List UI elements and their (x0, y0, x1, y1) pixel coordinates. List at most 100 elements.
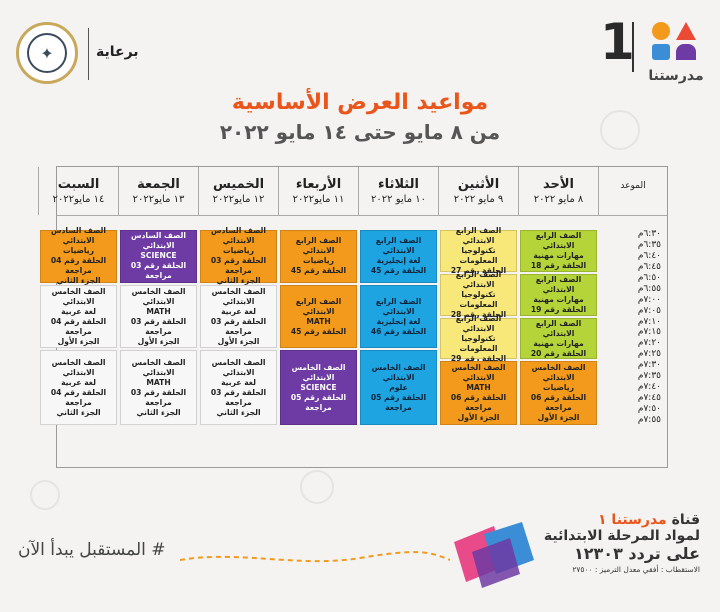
program-card: الصف الخامس الابتدائي علوم الحلقة رقم 05 م… (360, 350, 437, 426)
program-episode: الحلقة رقم 05 مراجعة (370, 392, 427, 412)
program-card: الصف السادس الابتدائي SCIENCE الحلقة رقم 0… (120, 230, 197, 283)
program-card: الصف الخامس الابتدائي لغة عربية الحلقة رقم… (40, 350, 117, 426)
program-episode: الحلقة رقم 19 (530, 304, 587, 314)
program-grade: الصف الرابع الابتدائي (455, 225, 502, 245)
day-name: الأحد (543, 177, 575, 192)
program-episode: الجزء الثاني (56, 276, 101, 286)
program-episode: الجزء الثاني (56, 407, 101, 417)
channel-line-2: لمواد المرحلة الابتدائية (543, 528, 700, 544)
program-grade: الصف الخامس الابتدائي (371, 362, 426, 382)
program-episode: الحلقة رقم 04 مراجعة (50, 316, 107, 336)
program-grade: الصف الرابع الابتدائي (295, 236, 342, 256)
time-slot: ٦:٥٠م (637, 272, 661, 283)
program-episode: الحلقة رقم 06 مراجعة (450, 393, 507, 413)
header-column-divider (278, 167, 279, 215)
program-subject: رياضيات (303, 256, 334, 266)
time-slot: ٦:٥٥م (637, 283, 661, 294)
program-card: الصف الخامس الابتدائي لغة عربية الحلقة رقم… (200, 350, 277, 426)
program-grade: الصف الرابع الابتدائي (455, 313, 502, 333)
program-episode: الحلقة رقم 03 مراجعة (130, 387, 187, 407)
program-card: الصف الخامس الابتدائي SCIENCE الحلقة رقم 0… (280, 350, 357, 426)
program-card: الصف الرابع الابتدائي مهارات مهنية الحلقة … (520, 273, 597, 316)
program-subject: SCIENCE (140, 251, 177, 261)
channel-info: قناة مدرستنا ١ لمواد المرحلة الابتدائية … (520, 512, 700, 574)
program-subject: تكنولوجيا المعلومات (459, 289, 498, 309)
program-card: الصف الرابع الابتدائي تكنولوجيا المعلومات… (440, 226, 517, 275)
page-title: مواعيد العرض الأساسية (231, 90, 489, 115)
program-episode: الحلقة رقم 03 مراجعة (130, 316, 187, 336)
program-grade: الصف الخامس الابتدائي (131, 286, 186, 306)
channel-frequency: على تردد ١٢٣٠٣ (574, 544, 700, 563)
time-slot: ٧:٤٥م (637, 393, 661, 404)
page-subtitle: من ٨ مايو حتى ١٤ مايو ٢٠٢٢ (219, 120, 501, 144)
time-column-header: الموعد (620, 181, 646, 191)
program-episode: الحلقة رقم 20 (530, 348, 587, 358)
time-slot: ٧:٥٠م (637, 404, 661, 414)
header-column-divider (38, 167, 39, 215)
program-episode: الحلقة رقم 45 (370, 266, 427, 276)
day-date: ١٤ مايو٢٠٢٢ (52, 194, 105, 205)
program-grade: الصف الخامس الابتدائي (291, 362, 346, 382)
brand-name: مدرستنا (648, 68, 704, 84)
program-episode: الحلقة رقم 03 مراجعة (130, 261, 187, 281)
program-card: الصف الخامس الابتدائي لغة عربية الحلقة رقم… (200, 284, 277, 349)
program-card: الصف الخامس الابتدائي MATH الحلقة رقم 03 م… (120, 284, 197, 349)
program-subject: MATH (146, 306, 171, 316)
day-header: الأثنين ٩ مايو ٢٠٢٢ (439, 167, 518, 215)
program-grade: الصف الرابع الابتدائي (535, 230, 582, 250)
program-subject: رياضيات (223, 246, 254, 256)
program-subject: مهارات مهنية (533, 338, 584, 348)
background-doodle (30, 480, 60, 510)
program-subject: لغة إنجليزية (376, 256, 421, 266)
background-doodle (300, 470, 334, 504)
program-card: الصف الخامس الابتدائي MATH الحلقة رقم 06 م… (440, 361, 517, 426)
program-grade: الصف الرابع الابتدائي (455, 269, 502, 289)
program-grade: الصف الخامس الابتدائي (211, 357, 266, 377)
program-card: الصف السادس الابتدائي رياضيات الحلقة رقم 0… (40, 226, 117, 286)
program-subject: مهارات مهنية (533, 294, 584, 304)
program-card: الصف الرابع الابتدائي لغة إنجليزية الحلقة … (360, 230, 437, 283)
schedule-table: الموعد الأحد ٨ مايو ٢٠٢٢ الأثنين ٩ مايو ٢٠٢… (38, 166, 668, 468)
program-card: الصف الرابع الابتدائي لغة إنجليزية الحلقة … (360, 284, 437, 349)
program-card: الصف الرابع الابتدائي MATH الحلقة رقم 45 (280, 284, 357, 349)
time-slot: ٧:٣٠م (637, 360, 661, 371)
day-header: السبت ١٤ مايو٢٠٢٢ (39, 167, 118, 215)
program-subject: لغة عربية (61, 306, 96, 316)
program-episode: الجزء الثاني (216, 276, 261, 286)
program-grade: الصف الخامس الابتدائي (51, 286, 106, 306)
day-date: ١٠ مايو ٢٠٢٢ (371, 194, 426, 205)
program-card: الصف الخامس الابتدائي لغة عربية الحلقة رقم… (40, 284, 117, 349)
program-episode: الجزء الأول (57, 336, 100, 346)
time-column: ٦:٣٠م ٦:٣٥م ٦:٤٠م ٦:٤٥م ٦:٥٠م ٦:٥٥م ٧:٠٠م ٧:٠٥م… (599, 229, 665, 426)
time-slot: ٧:٢٠م (637, 338, 661, 349)
day-name: الأثنين (457, 177, 500, 192)
time-slot: ٦:٤٥م (637, 261, 661, 272)
program-card: الصف الرابع الابتدائي تكنولوجيا المعلومات… (440, 314, 517, 363)
program-subject: لغة عربية (61, 377, 96, 387)
program-episode: الحلقة رقم 45 (290, 326, 347, 336)
channel-label: قناة (671, 512, 700, 528)
program-episode: الحلقة رقم 45 (290, 266, 347, 276)
day-name: الخميس (212, 177, 265, 192)
program-episode: الحلقة رقم 28 (450, 309, 507, 319)
brand-divider (632, 22, 634, 72)
program-card: الصف الرابع الابتدائي مهارات مهنية الحلقة … (520, 317, 597, 360)
time-slot: ٧:٤٠م (637, 382, 661, 393)
program-card: الصف الخامس الابتدائي MATH الحلقة رقم 03 م… (120, 350, 197, 426)
program-subject: MATH (146, 377, 171, 387)
day-date: ٨ مايو ٢٠٢٢ (533, 194, 584, 205)
program-subject: تكنولوجيا المعلومات (459, 333, 498, 353)
program-grade: الصف الرابع الابتدائي (535, 318, 582, 338)
time-slot: ٧:٣٥م (637, 371, 661, 382)
motto-text: # المستقبل يبدأ الآن (18, 540, 166, 560)
program-episode: الجزء الأول (217, 336, 260, 346)
time-slot: ٦:٤٠م (637, 250, 661, 261)
header-column-divider (198, 167, 199, 215)
header-divider-line (57, 215, 667, 216)
program-episode: الحلقة رقم 04 مراجعة (50, 256, 107, 276)
program-subject: MATH (306, 316, 331, 326)
day-header: الثلاثاء ١٠ مايو ٢٠٢٢ (359, 167, 438, 215)
program-grade: الصف الخامس الابتدائي (131, 357, 186, 377)
day-name: الأربعاء (295, 177, 342, 192)
program-subject: SCIENCE (300, 382, 337, 392)
